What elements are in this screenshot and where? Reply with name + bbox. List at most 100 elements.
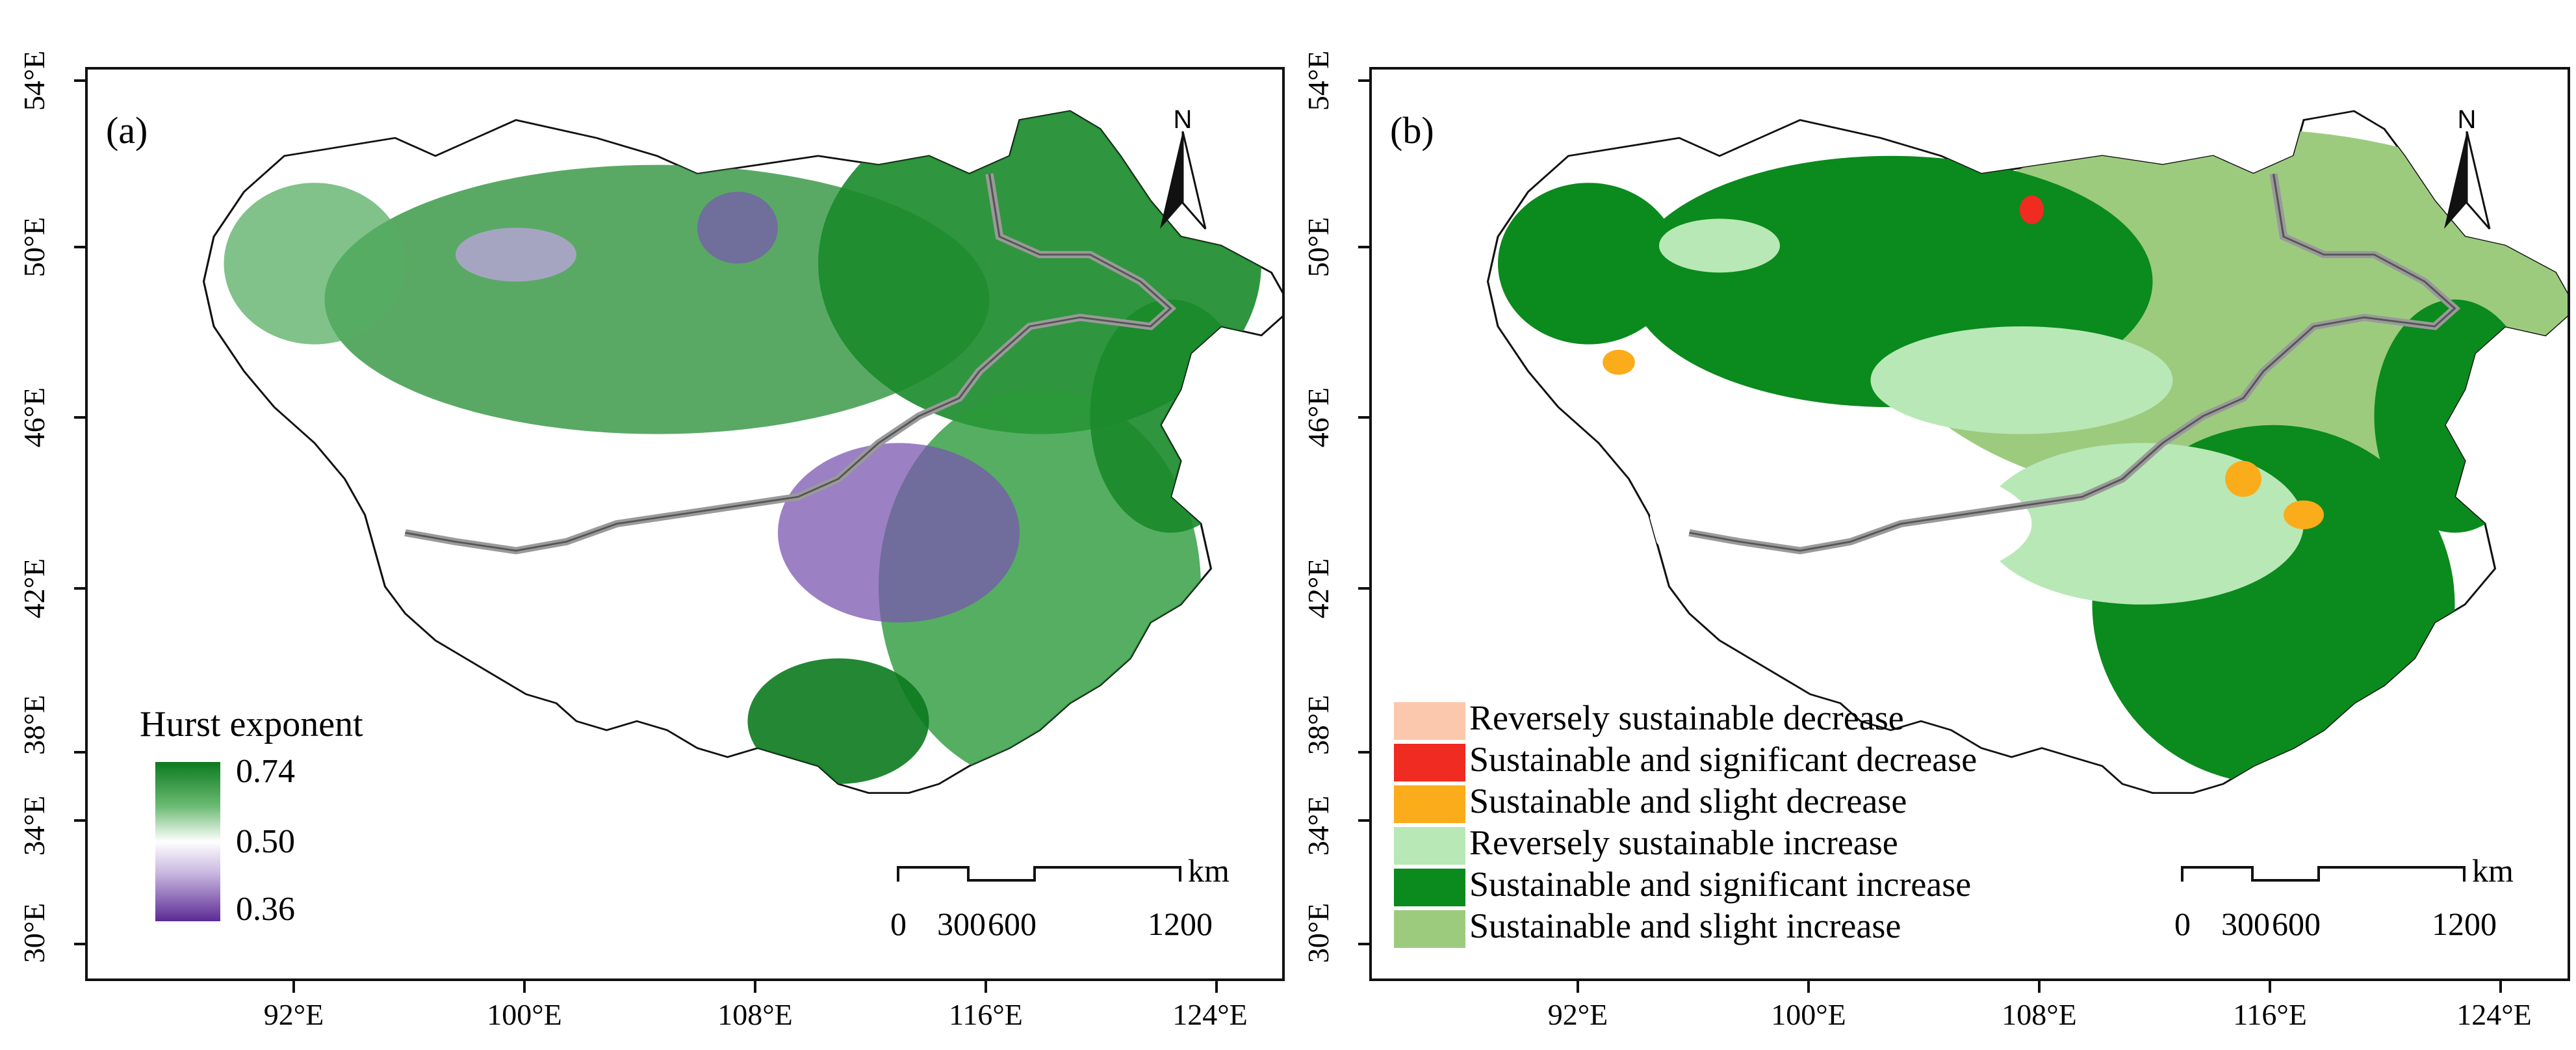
panel-a: (a) N bbox=[18, 50, 1285, 1031]
y-tick-label: 30°E bbox=[18, 902, 51, 964]
legend-item: Reversely sustainable decrease bbox=[1394, 697, 1979, 740]
xtick bbox=[2269, 981, 2271, 993]
legend-item: Sustainable and slight decrease bbox=[1394, 780, 1979, 823]
xtick bbox=[985, 981, 987, 993]
scale-label-600: 600 bbox=[2272, 906, 2321, 942]
ytick bbox=[74, 79, 86, 82]
legend-swatch bbox=[1394, 910, 1465, 948]
legend-colorbar-a bbox=[155, 762, 220, 921]
ytick bbox=[1358, 819, 1370, 822]
legend-swatch bbox=[1394, 827, 1465, 865]
scale-label-1200: 1200 bbox=[2432, 906, 2497, 942]
x-tick-label: 108°E bbox=[2002, 998, 2077, 1031]
x-tick-label: 100°E bbox=[487, 998, 562, 1031]
ytick bbox=[74, 587, 86, 590]
legend-swatch bbox=[1394, 785, 1465, 823]
ytick bbox=[1358, 416, 1370, 419]
north-arrow-icon bbox=[2444, 131, 2491, 230]
xtick bbox=[754, 981, 756, 993]
legend-b: Reversely sustainable decrease Sustainab… bbox=[1394, 697, 1979, 948]
scale-label-300: 300 bbox=[937, 906, 986, 942]
scale-unit-a: km bbox=[1188, 852, 1230, 889]
panel-label-b: (b) bbox=[1390, 109, 1434, 151]
legend-min-a: 0.36 bbox=[236, 891, 295, 928]
xtick bbox=[1577, 981, 1579, 993]
x-tick-label: 100°E bbox=[1771, 998, 1846, 1031]
y-tick-label: 50°E bbox=[1302, 217, 1335, 278]
north-label-b: N bbox=[2457, 105, 2477, 134]
legend-label: Sustainable and slight decrease bbox=[1469, 781, 1907, 820]
ytick bbox=[74, 943, 86, 945]
legend-max-a: 0.74 bbox=[236, 753, 295, 790]
ytick bbox=[74, 819, 86, 822]
y-tick-label: 38°E bbox=[1302, 694, 1335, 755]
y-tick-label: 42°E bbox=[18, 558, 51, 619]
ytick bbox=[1358, 79, 1370, 82]
legend-item: Sustainable and slight increase bbox=[1394, 905, 1979, 948]
legend-item: Sustainable and significant increase bbox=[1394, 863, 1979, 906]
y-tick-label: 34°E bbox=[1302, 795, 1335, 856]
north-arrow-icon bbox=[1160, 131, 1207, 230]
xtick bbox=[2038, 981, 2041, 993]
region-map-a bbox=[202, 110, 1282, 794]
x-tick-label: 92°E bbox=[263, 998, 324, 1031]
x-tick-label: 92°E bbox=[1547, 998, 1608, 1031]
scale-label-300: 300 bbox=[2221, 906, 2270, 942]
legend-mid-a: 0.50 bbox=[236, 823, 295, 860]
legend-item: Reversely sustainable increase bbox=[1394, 822, 1979, 865]
ytick bbox=[1358, 246, 1370, 248]
xtick bbox=[1807, 981, 1810, 993]
ytick bbox=[74, 416, 86, 419]
legend-swatch bbox=[1394, 869, 1465, 906]
scale-bar-graphic bbox=[2181, 866, 2466, 882]
legend-item: Sustainable and significant decrease bbox=[1394, 739, 1979, 781]
north-arrow-b: N bbox=[2438, 105, 2496, 235]
scale-bar-graphic bbox=[897, 866, 1181, 882]
x-tick-label: 108°E bbox=[717, 998, 793, 1031]
scale-label-0: 0 bbox=[2174, 906, 2191, 942]
xtick bbox=[1215, 981, 1218, 993]
legend-label: Reversely sustainable increase bbox=[1469, 823, 1898, 862]
legend-label: Sustainable and significant increase bbox=[1469, 865, 1972, 904]
ytick bbox=[1358, 587, 1370, 590]
legend-label: Sustainable and slight increase bbox=[1469, 906, 1901, 945]
ytick bbox=[74, 751, 86, 754]
panel-b: (b) bbox=[1288, 0, 2576, 1050]
scale-unit-b: km bbox=[2472, 852, 2514, 889]
legend-swatch bbox=[1394, 702, 1465, 740]
north-arrow-a: N bbox=[1153, 105, 1212, 235]
y-tick-label: 54°E bbox=[18, 50, 51, 111]
ytick bbox=[1358, 751, 1370, 754]
xtick bbox=[2499, 981, 2502, 993]
scale-label-1200: 1200 bbox=[1148, 906, 1213, 942]
panel-label-a: (a) bbox=[106, 109, 148, 151]
y-tick-label: 30°E bbox=[1302, 902, 1335, 964]
x-tick-label: 124°E bbox=[2456, 998, 2532, 1031]
y-tick-label: 50°E bbox=[18, 217, 51, 278]
y-tick-label: 34°E bbox=[18, 795, 51, 856]
ytick bbox=[74, 246, 86, 248]
scale-label-0: 0 bbox=[890, 906, 907, 942]
legend-title-a: Hurst exponent bbox=[140, 704, 363, 744]
scale-bar-b: 0 300 600 1200 km bbox=[2174, 852, 2519, 951]
y-tick-label: 46°E bbox=[1302, 387, 1335, 448]
legend-label: Reversely sustainable decrease bbox=[1469, 698, 1904, 737]
y-tick-label: 46°E bbox=[18, 387, 51, 448]
y-tick-label: 38°E bbox=[18, 694, 51, 755]
y-tick-label: 54°E bbox=[1302, 50, 1335, 111]
xtick bbox=[292, 981, 295, 993]
map-frame-a: (a) N bbox=[85, 67, 1285, 981]
region-map-b bbox=[1486, 110, 2568, 794]
map-frame-b: (b) bbox=[1369, 67, 2570, 981]
legend-swatch bbox=[1394, 744, 1465, 781]
ytick bbox=[1358, 943, 1370, 945]
legend-label: Sustainable and significant decrease bbox=[1469, 740, 1977, 779]
scale-label-600: 600 bbox=[988, 906, 1037, 942]
x-tick-label: 124°E bbox=[1172, 998, 1248, 1031]
scale-bar-a: 0 300 600 1200 km bbox=[890, 852, 1235, 951]
y-tick-label: 42°E bbox=[1302, 558, 1335, 619]
x-tick-label: 116°E bbox=[2233, 998, 2307, 1031]
north-label-a: N bbox=[1173, 105, 1192, 134]
xtick bbox=[523, 981, 526, 993]
x-tick-label: 116°E bbox=[949, 998, 1023, 1031]
